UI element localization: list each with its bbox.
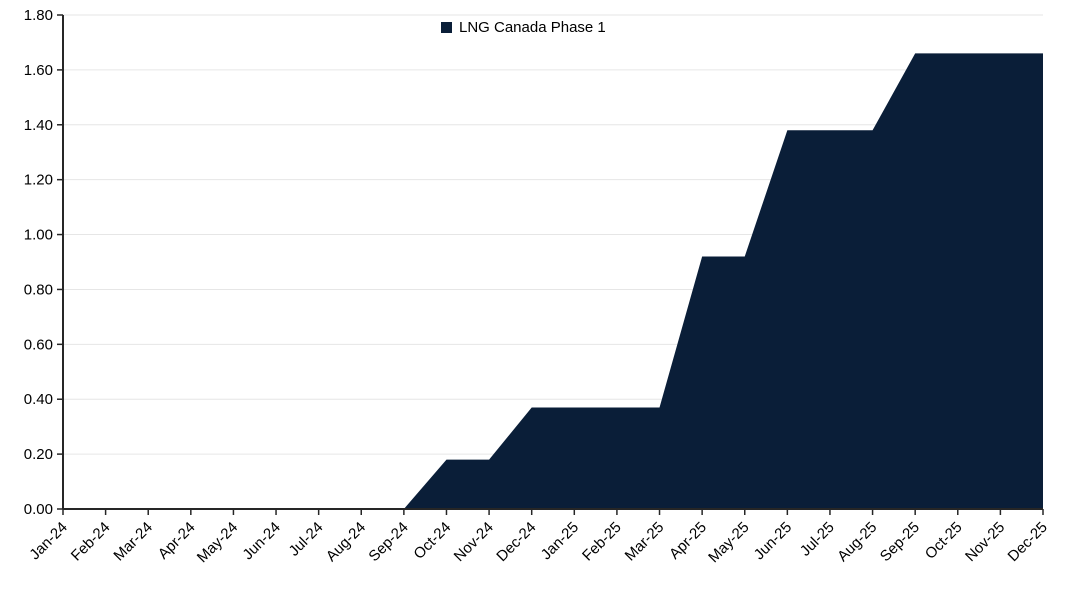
- y-tick-label: 0.80: [24, 281, 53, 298]
- y-tick-label: 0.20: [24, 446, 53, 463]
- x-tick-label: Dec-24: [493, 519, 539, 565]
- x-tick-label: Mar-24: [110, 519, 156, 565]
- x-tick-label: Apr-24: [155, 519, 199, 563]
- x-tick-label: Jul-25: [797, 519, 838, 560]
- y-tick-label: 0.40: [24, 391, 53, 408]
- x-tick-label: Aug-25: [834, 519, 880, 565]
- x-tick-label: Oct-25: [922, 519, 966, 563]
- x-tick-label: Jun-25: [751, 519, 795, 563]
- x-tick-label: Feb-25: [579, 519, 625, 565]
- y-tick-label: 1.40: [24, 117, 53, 134]
- x-tick-label: Aug-24: [323, 519, 369, 565]
- x-tick-label: Jun-24: [239, 519, 283, 563]
- x-tick-label: Sep-24: [365, 519, 411, 565]
- legend-label: LNG Canada Phase 1: [459, 19, 606, 36]
- y-tick-label: 1.80: [24, 7, 53, 24]
- x-tick-label: Nov-24: [451, 519, 497, 565]
- x-tick-label: May-24: [194, 519, 241, 566]
- x-tick-label: Jan-25: [538, 519, 582, 563]
- y-tick-label: 0.00: [24, 501, 53, 518]
- y-tick-label: 1.60: [24, 62, 53, 79]
- legend: LNG Canada Phase 1: [441, 20, 606, 35]
- x-tick-label: Dec-25: [1005, 519, 1051, 565]
- legend-marker-icon: [441, 22, 452, 33]
- y-tick-label: 0.60: [24, 336, 53, 353]
- y-tick-label: 1.20: [24, 172, 53, 189]
- x-tick-label: Nov-25: [962, 519, 1008, 565]
- x-tick-label: Feb-24: [68, 519, 114, 565]
- x-tick-label: Apr-25: [666, 519, 710, 563]
- x-tick-label: Oct-24: [410, 519, 454, 563]
- x-tick-label: Mar-25: [622, 519, 668, 565]
- area-series: [63, 53, 1043, 510]
- y-tick-label: 1.00: [24, 227, 53, 244]
- x-tick-label: Sep-25: [877, 519, 923, 565]
- x-tick-label: May-25: [705, 519, 752, 566]
- x-tick-label: Jan-24: [26, 519, 70, 563]
- x-tick-label: Jul-24: [286, 519, 327, 560]
